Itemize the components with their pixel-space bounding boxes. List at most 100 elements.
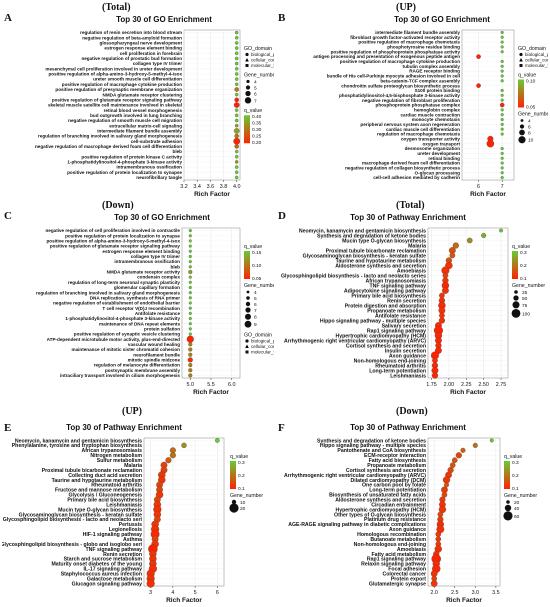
data-point <box>233 128 240 134</box>
data-point <box>234 175 239 180</box>
category-label: postsynaptic membrane assembly <box>105 368 181 373</box>
chart-f: Top 30 of Pathway Enrichment Synthesis an… <box>284 423 537 604</box>
category-label: extracellular matrix-cell signaling <box>109 123 182 128</box>
category-label: phosphotyrosine residue binding <box>387 45 460 50</box>
category-label: intramembranous ossification <box>114 259 180 264</box>
data-point <box>234 133 239 139</box>
colorbar <box>230 461 236 489</box>
category-label: Adipocytokine signaling pathway <box>344 288 426 294</box>
category-label: Homologous recombination <box>357 532 426 538</box>
data-point <box>188 244 192 248</box>
data-point <box>441 491 448 498</box>
category-label: intramembranous ossification <box>116 165 182 170</box>
legend-size-dot <box>520 119 524 122</box>
data-point <box>451 457 458 463</box>
category-label: retinal blood vessel morphogenesis <box>104 108 183 113</box>
chart-title: Top 30 of Pathway Enrichment <box>66 423 182 432</box>
x-tick-label: 3.4 <box>193 184 201 190</box>
data-point <box>455 452 462 459</box>
category-label: Fatty acid metabolism <box>372 552 427 558</box>
chart-title: Top 30 of GO Enrichment <box>394 15 490 24</box>
legend-size-label: 7 <box>254 308 257 314</box>
legend-title-domain: GO_domain <box>244 333 272 339</box>
data-point <box>188 254 192 258</box>
category-label: Amoebiasis <box>397 268 426 274</box>
legend-size-label: 8 <box>254 315 257 321</box>
panel-subtitle: (Down) <box>396 406 428 417</box>
legend-size-label: 25 <box>522 290 528 296</box>
x-axis-label: Rich Factor <box>450 389 486 396</box>
data-point <box>188 363 193 368</box>
category-label: Antifolate resistance <box>375 313 426 319</box>
data-point <box>234 41 239 45</box>
legend-size-dot <box>514 290 518 294</box>
category-label: Butanoate metabolism <box>370 537 426 543</box>
data-point <box>188 296 192 300</box>
data-point <box>442 272 449 279</box>
data-point <box>188 368 193 373</box>
category-label: Cortisol synthesis and secretion <box>346 343 426 349</box>
legend-size-dot <box>246 290 250 294</box>
category-label: mesenchymal cell proliferation involved … <box>45 66 182 71</box>
category-label: regulation of macrophage chemotaxis <box>377 132 460 137</box>
legend-title-q: q_value <box>504 454 522 460</box>
category-label: Rap1 signaling pathway <box>367 328 426 334</box>
category-label: Primary bile acid biosynthesis <box>67 497 142 503</box>
category-label: NMDA glutamate receptor clustering <box>103 92 183 97</box>
legend-size-label: 20 <box>240 506 246 512</box>
category-label: African trypanosomiasis <box>365 278 426 284</box>
category-label: HIF-1 signaling pathway <box>83 532 142 538</box>
legend-shape-label: biological_process <box>525 52 548 57</box>
category-label: Proximal tubule bicarbonate reclamation <box>42 468 142 474</box>
panel-b: B (UP) Top 30 of GO Enrichment intermedia… <box>276 2 550 202</box>
category-label: Long-term potentiation <box>369 368 426 374</box>
x-tick-label: 2.5 <box>451 590 459 596</box>
category-label: Focal adhesion <box>388 567 426 573</box>
data-point <box>435 531 442 537</box>
category-label: Fructose and mannose metabolism <box>55 488 142 494</box>
x-tick-label: 2.00 <box>444 382 455 388</box>
category-label: Taurine and hypotaurine metabolism <box>52 478 143 484</box>
legend-shape-square <box>245 64 249 67</box>
x-axis-label: Rich Factor <box>166 597 202 602</box>
panel-letter: A <box>4 12 12 24</box>
x-tick-label: 5.0 <box>187 382 195 388</box>
legend-size-dot <box>245 313 251 320</box>
data-point <box>234 30 239 35</box>
data-point <box>234 36 239 40</box>
category-label: bundle of His cell-Purkinje myocyte adhe… <box>327 74 460 79</box>
legend-title-domain: GO_domain <box>518 46 546 52</box>
category-label: Glucagon signaling pathway <box>72 581 142 587</box>
category-label: cardiac muscle contraction <box>401 112 461 117</box>
category-label: bleb <box>171 264 181 269</box>
x-tick-label: 3.2 <box>180 184 188 190</box>
category-label: ECM-receptor interaction <box>364 453 426 459</box>
category-label: RAGE receptor binding <box>409 69 460 74</box>
legend-size-label: 6 <box>254 302 257 308</box>
legend-title-q: q_value <box>244 108 262 114</box>
legend-shape-label: biological_process <box>251 339 274 344</box>
data-point <box>188 280 192 284</box>
category-label: ureter development <box>417 151 460 156</box>
x-tick-label: 7 <box>501 184 504 190</box>
category-label: Staphylococcus aureus infection <box>61 571 142 577</box>
data-point <box>452 242 459 249</box>
category-label: Synthesis and degradation of ketone bodi… <box>317 233 426 239</box>
data-point <box>500 151 504 155</box>
legend-shape-triangle <box>245 58 249 62</box>
category-label: Hippo signaling pathway - multiple speci… <box>320 318 426 324</box>
category-label: positive regulation of macrophage chemot… <box>358 40 460 45</box>
data-point <box>234 77 239 81</box>
x-tick-label: 3.6 <box>207 184 215 190</box>
data-point <box>234 67 239 71</box>
chart-a: Top 30 of GO Enrichment regulation of ren… <box>35 15 292 198</box>
data-point <box>234 154 239 159</box>
chart-c: Top 30 of GO Enrichment negative regulati… <box>36 213 292 396</box>
data-point <box>500 35 504 39</box>
category-label: regulation of branching involved in sali… <box>36 290 180 295</box>
legend-shape-circle <box>245 339 249 343</box>
category-label: Colorectal cancer <box>382 571 426 577</box>
data-point <box>188 352 193 357</box>
category-label: phosphoprotein phosphatase complex <box>376 103 461 108</box>
data-point <box>500 132 504 136</box>
